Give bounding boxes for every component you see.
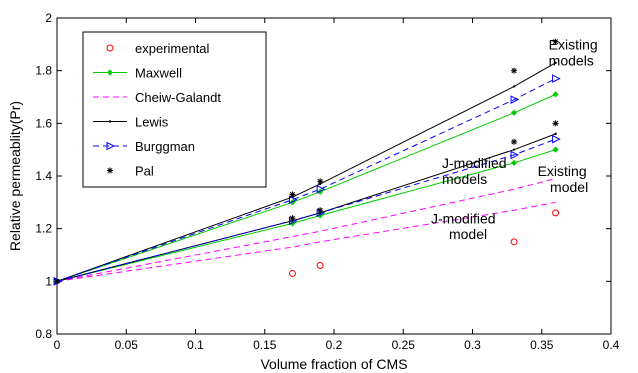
data-point bbox=[512, 148, 516, 151]
data-point bbox=[511, 67, 518, 74]
legend: experimental Maxwell Cheiw-Galandt Lewis Bur… bbox=[82, 31, 267, 188]
data-point bbox=[512, 85, 516, 88]
star-stroke bbox=[553, 39, 559, 45]
data-point bbox=[288, 269, 296, 277]
data-point bbox=[317, 178, 324, 185]
legend-label: Burggman bbox=[135, 139, 195, 154]
legend-entry: Pal bbox=[107, 164, 154, 179]
data-point bbox=[289, 215, 296, 222]
star-stroke bbox=[289, 191, 296, 197]
legend-label: Lewis bbox=[135, 115, 169, 130]
y-tick-label: 1.2 bbox=[35, 222, 52, 236]
annotation: J-modified bbox=[442, 155, 507, 171]
star-stroke bbox=[54, 278, 60, 284]
data-point bbox=[552, 74, 561, 83]
legend-label: Maxwell bbox=[135, 66, 182, 81]
series-layer bbox=[53, 38, 561, 286]
x-tick-label: 0.05 bbox=[115, 338, 139, 352]
star-stroke bbox=[511, 68, 517, 74]
y-tick-label: 1.4 bbox=[35, 169, 52, 183]
x-tick-label: 0.15 bbox=[253, 338, 277, 352]
y-tick-label: 1.6 bbox=[35, 116, 52, 130]
star-stroke bbox=[317, 178, 323, 184]
annotation: Existing bbox=[538, 163, 587, 179]
legend-marker bbox=[106, 69, 114, 76]
data-point bbox=[552, 209, 560, 217]
data-point bbox=[317, 207, 324, 214]
data-point bbox=[552, 134, 561, 144]
data-point bbox=[316, 262, 324, 270]
star-stroke bbox=[107, 167, 113, 174]
series-line bbox=[56, 178, 556, 282]
data-point bbox=[289, 191, 296, 198]
x-tick-label: 0.4 bbox=[603, 338, 620, 352]
x-tick-label: 0.1 bbox=[187, 338, 204, 352]
legend-entry: Cheiw-Galandt bbox=[93, 90, 221, 105]
legend-marker bbox=[106, 44, 114, 52]
legend-label: Cheiw-Galandt bbox=[135, 90, 221, 105]
y-axis-title: Relative permeablity(Pr) bbox=[7, 101, 23, 251]
x-tick-label: 0.3 bbox=[464, 338, 481, 352]
annotation: models bbox=[442, 171, 487, 187]
star-stroke bbox=[511, 139, 517, 145]
legend-box bbox=[82, 31, 267, 188]
data-point bbox=[316, 184, 326, 194]
star-stroke bbox=[317, 207, 323, 213]
data-point bbox=[554, 61, 557, 64]
data-point bbox=[552, 91, 559, 98]
data-point bbox=[511, 138, 518, 145]
legend-entry: experimental bbox=[106, 41, 210, 56]
x-tick-label: 0.25 bbox=[392, 338, 416, 352]
data-point bbox=[510, 95, 520, 104]
y-tick-label: 1.8 bbox=[35, 64, 52, 78]
legend-entry: Lewis bbox=[93, 115, 169, 130]
data-point bbox=[54, 278, 60, 285]
legend-label: experimental bbox=[135, 41, 210, 56]
legend-label: Pal bbox=[135, 164, 154, 179]
annotation: model bbox=[449, 226, 487, 242]
data-point bbox=[510, 159, 518, 166]
y-tick-label: 2 bbox=[45, 11, 52, 25]
x-tick-label: 0.2 bbox=[326, 338, 343, 352]
series-cheiw-galandt-existing bbox=[56, 178, 556, 282]
data-point bbox=[552, 120, 559, 127]
x-tick-label: 0 bbox=[54, 338, 61, 352]
data-point bbox=[554, 132, 557, 136]
legend-entry: Burggman bbox=[93, 139, 195, 154]
y-tick-label: 1 bbox=[45, 274, 52, 288]
axes: 0 0.05 0.1 0.15 0.2 0.25 0.3 0.35 0.4 0.8 1 1.2 1.4 1… bbox=[7, 11, 620, 372]
data-point bbox=[510, 150, 520, 160]
legend-marker bbox=[106, 141, 116, 151]
star-stroke bbox=[553, 120, 559, 126]
annotation: Existing bbox=[549, 37, 598, 53]
legend-marker bbox=[108, 120, 112, 123]
annotation: models bbox=[549, 52, 594, 68]
annotation: J-modified bbox=[431, 210, 496, 226]
star-stroke bbox=[289, 215, 296, 221]
data-point bbox=[288, 195, 298, 205]
x-axis-title: Volume fraction of CMS bbox=[260, 356, 407, 372]
annotation: model bbox=[550, 179, 588, 195]
legend-entry: Maxwell bbox=[93, 66, 182, 81]
legend-marker bbox=[107, 167, 113, 174]
data-point bbox=[510, 109, 518, 116]
series-pal-j-modified bbox=[54, 120, 559, 285]
x-tick-label: 0.35 bbox=[530, 338, 554, 352]
series-experimental-existing bbox=[288, 209, 560, 277]
data-point bbox=[552, 146, 559, 153]
y-tick-label: 0.8 bbox=[35, 327, 52, 341]
data-point bbox=[510, 238, 518, 246]
data-point bbox=[552, 38, 559, 45]
